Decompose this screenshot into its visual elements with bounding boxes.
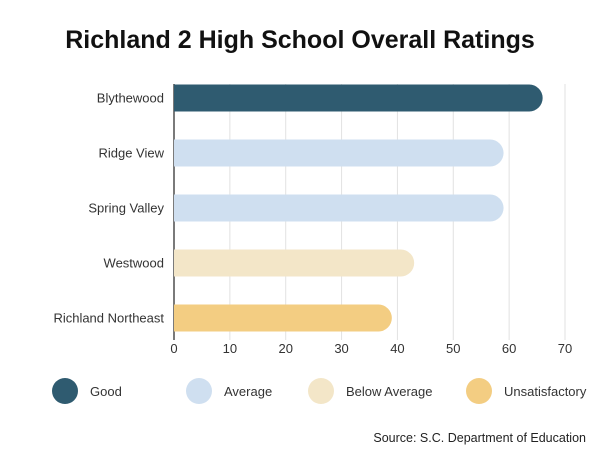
legend-label: Good — [90, 383, 122, 399]
legend-swatch — [52, 378, 78, 404]
x-tick-label: 40 — [390, 341, 404, 356]
legend-label: Average — [224, 383, 273, 399]
x-tick-label: 70 — [558, 341, 572, 356]
legend-item-good: Good — [52, 378, 122, 404]
legend-label: Below Average — [346, 383, 433, 399]
legend-swatch — [308, 378, 334, 404]
category-label: Richland Northeast — [53, 311, 164, 326]
bar — [174, 84, 543, 112]
category-label: Blythewood — [97, 91, 164, 106]
legend-item-unsatisfactory: Unsatisfactory — [466, 378, 586, 404]
legend-item-average: Average — [186, 378, 272, 404]
x-tick-label: 60 — [502, 341, 516, 356]
legend-label: Unsatisfactory — [504, 383, 587, 399]
category-label: Ridge View — [98, 146, 164, 161]
legend-swatch — [186, 378, 212, 404]
bar — [174, 139, 504, 167]
x-tick-label: 10 — [223, 341, 237, 356]
x-tick-label: 20 — [278, 341, 292, 356]
x-tick-label: 30 — [334, 341, 348, 356]
bar — [174, 194, 504, 222]
x-tick-label: 0 — [170, 341, 177, 356]
category-label: Spring Valley — [88, 201, 164, 216]
source-note: Source: S.C. Department of Education — [373, 431, 586, 445]
legend-item-below-average: Below Average — [308, 378, 433, 404]
x-tick-label: 50 — [446, 341, 460, 356]
category-label: Westwood — [104, 256, 164, 271]
legend-swatch — [466, 378, 492, 404]
chart-title: Richland 2 High School Overall Ratings — [65, 26, 535, 54]
bar — [174, 249, 415, 277]
bar — [174, 304, 392, 332]
